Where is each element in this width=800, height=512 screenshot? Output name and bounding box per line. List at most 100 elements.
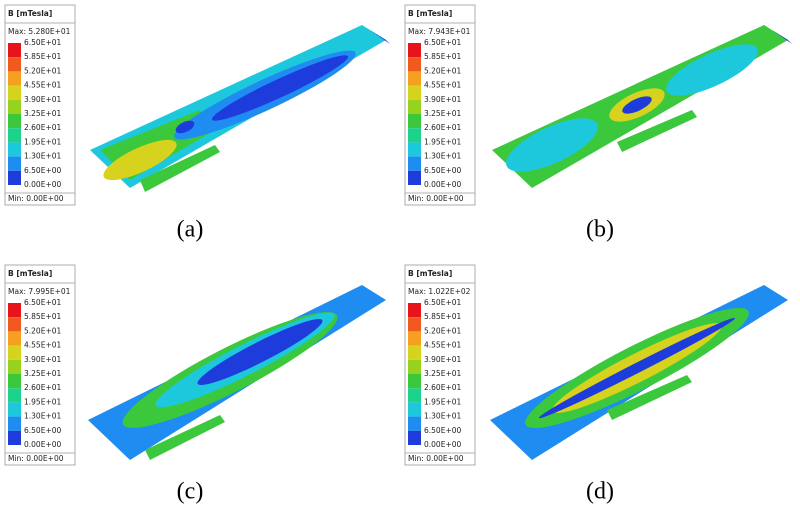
color-swatch — [408, 317, 421, 332]
color-swatch — [8, 170, 21, 185]
legend-min: Min: 0.00E+00 — [408, 194, 464, 203]
color-swatch — [8, 43, 21, 58]
legend-max: Max: 5.280E+01 — [8, 27, 71, 36]
color-swatch — [408, 388, 421, 403]
legend-label: 5.85E+01 — [24, 52, 61, 61]
color-swatch — [408, 114, 421, 129]
color-swatch — [8, 303, 21, 318]
legend-label: 5.20E+01 — [424, 326, 461, 335]
legend-label: 2.60E+01 — [24, 123, 61, 132]
color-swatch — [408, 99, 421, 114]
color-swatch — [8, 71, 21, 86]
color-swatch — [8, 402, 21, 417]
color-swatch — [8, 99, 21, 114]
color-swatch — [8, 388, 21, 403]
color-swatch — [408, 345, 421, 360]
legend-label: 1.30E+01 — [424, 412, 461, 421]
color-swatch — [8, 317, 21, 332]
legend-label: 1.95E+01 — [424, 397, 461, 406]
color-swatch — [408, 374, 421, 389]
legend-label: 4.55E+01 — [24, 341, 61, 350]
color-swatch — [8, 331, 21, 346]
legend-label: 4.55E+01 — [24, 81, 61, 90]
legend-label: 5.20E+01 — [24, 66, 61, 75]
color-swatch — [408, 430, 421, 445]
legend-label: 6.50E+00 — [24, 166, 61, 175]
legend-label: 0.00E+00 — [424, 180, 461, 189]
color-swatch — [8, 416, 21, 431]
legend-label: 2.60E+01 — [24, 383, 61, 392]
legend-min: Min: 0.00E+00 — [408, 454, 464, 463]
legend-label: 1.95E+01 — [424, 137, 461, 146]
legend-min: Min: 0.00E+00 — [8, 194, 64, 203]
legend-label: 3.90E+01 — [424, 355, 461, 364]
legend-label: 1.95E+01 — [24, 137, 61, 146]
color-swatch — [408, 71, 421, 86]
color-swatch — [408, 416, 421, 431]
legend-label: 6.50E+00 — [424, 426, 461, 435]
legend-label: 5.85E+01 — [24, 312, 61, 321]
legend-min: Min: 0.00E+00 — [8, 454, 64, 463]
color-swatch — [408, 142, 421, 157]
legend-title: B [mTesla] — [408, 9, 452, 18]
legend-label: 4.55E+01 — [424, 81, 461, 90]
color-swatch — [408, 128, 421, 143]
legend-label: 0.00E+00 — [424, 440, 461, 449]
caption: (a) — [177, 217, 204, 243]
legend-label: 6.50E+01 — [424, 38, 461, 47]
legend-label: 3.90E+01 — [24, 95, 61, 104]
legend-label: 0.00E+00 — [24, 440, 61, 449]
legend-label: 6.50E+00 — [424, 166, 461, 175]
field-plot — [90, 25, 390, 192]
field-plot — [490, 285, 788, 460]
legend-label: 5.85E+01 — [424, 312, 461, 321]
color-swatch — [408, 303, 421, 318]
legend-max: Max: 7.943E+01 — [408, 27, 471, 36]
color-swatch — [408, 43, 421, 58]
color-swatch — [408, 170, 421, 185]
legend-label: 3.25E+01 — [24, 109, 61, 118]
color-swatch — [8, 128, 21, 143]
color-swatch — [8, 85, 21, 100]
color-swatch — [408, 359, 421, 374]
field-plot — [492, 25, 792, 188]
legend-label: 6.50E+00 — [24, 426, 61, 435]
color-swatch — [408, 57, 421, 72]
color-swatch — [408, 85, 421, 100]
color-swatch — [408, 156, 421, 171]
legend-max: Max: 1.022E+02 — [408, 287, 471, 296]
color-swatch — [8, 57, 21, 72]
color-swatch — [8, 374, 21, 389]
color-swatch — [8, 345, 21, 360]
color-swatch — [8, 156, 21, 171]
color-swatch — [408, 331, 421, 346]
legend-label: 6.50E+01 — [24, 38, 61, 47]
legend-label: 6.50E+01 — [24, 298, 61, 307]
color-swatch — [8, 430, 21, 445]
color-swatch — [8, 114, 21, 129]
legend-title: B [mTesla] — [8, 9, 52, 18]
color-swatch — [408, 402, 421, 417]
legend-label: 6.50E+01 — [424, 298, 461, 307]
legend-label: 1.95E+01 — [24, 397, 61, 406]
legend-label: 0.00E+00 — [24, 180, 61, 189]
caption: (b) — [586, 217, 614, 243]
legend-label: 1.30E+01 — [424, 152, 461, 161]
legend-label: 3.25E+01 — [24, 369, 61, 378]
legend-title: B [mTesla] — [8, 269, 52, 278]
color-swatch — [8, 142, 21, 157]
legend-label: 3.90E+01 — [424, 95, 461, 104]
color-swatch — [8, 359, 21, 374]
legend-label: 3.90E+01 — [24, 355, 61, 364]
legend-label: 1.30E+01 — [24, 152, 61, 161]
legend-label: 5.85E+01 — [424, 52, 461, 61]
caption: (c) — [177, 479, 204, 505]
legend-title: B [mTesla] — [408, 269, 452, 278]
legend-max: Max: 7.995E+01 — [8, 287, 71, 296]
legend-label: 4.55E+01 — [424, 341, 461, 350]
legend-label: 2.60E+01 — [424, 123, 461, 132]
legend-label: 3.25E+01 — [424, 369, 461, 378]
legend-label: 2.60E+01 — [424, 383, 461, 392]
field-plot — [88, 285, 386, 460]
